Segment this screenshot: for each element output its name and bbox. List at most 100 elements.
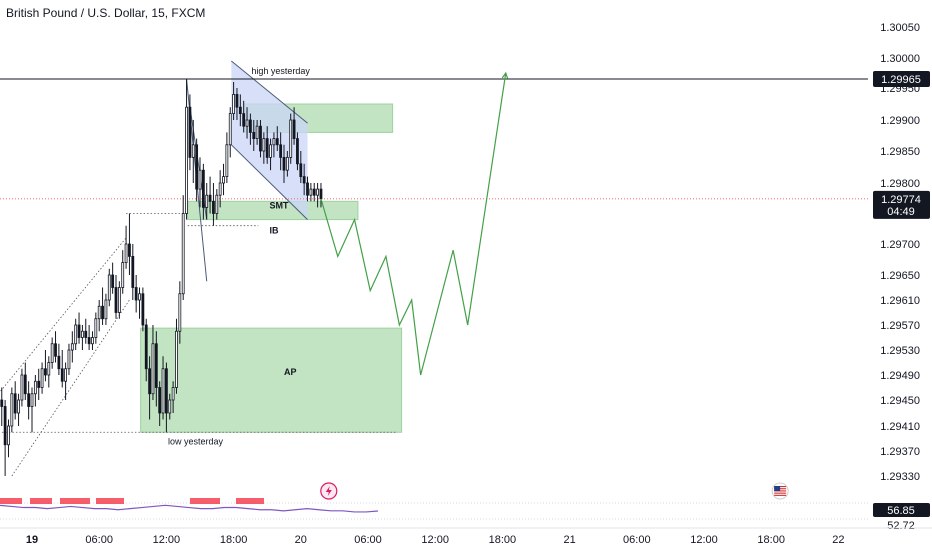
- candle-body[interactable]: [158, 387, 162, 414]
- candle-body[interactable]: [289, 119, 293, 158]
- candle-body[interactable]: [30, 393, 34, 407]
- candle-body[interactable]: [316, 188, 320, 196]
- candle-body[interactable]: [215, 194, 219, 214]
- candle-body[interactable]: [50, 343, 54, 363]
- candle-body[interactable]: [208, 194, 212, 202]
- candle-body[interactable]: [164, 368, 168, 414]
- projection-path[interactable]: [320, 72, 507, 376]
- candle-body[interactable]: [10, 393, 14, 427]
- candle-body[interactable]: [238, 106, 242, 114]
- candle-body[interactable]: [134, 287, 138, 301]
- candle-body[interactable]: [309, 188, 313, 196]
- candle-body[interactable]: [272, 138, 276, 146]
- candle-body[interactable]: [171, 387, 175, 401]
- candle-body[interactable]: [265, 138, 269, 158]
- candle-body[interactable]: [151, 343, 155, 395]
- candle-body[interactable]: [74, 324, 78, 345]
- candle-body[interactable]: [262, 138, 266, 152]
- candle-body[interactable]: [188, 106, 192, 158]
- candle-body[interactable]: [121, 262, 125, 288]
- candle-body[interactable]: [299, 163, 303, 178]
- candle-body[interactable]: [285, 156, 289, 171]
- candle-body[interactable]: [141, 293, 145, 326]
- candle-body[interactable]: [255, 125, 259, 139]
- candle-body[interactable]: [13, 393, 17, 414]
- candle-body[interactable]: [245, 119, 249, 127]
- candle-body[interactable]: [23, 374, 27, 395]
- candle-body[interactable]: [114, 287, 118, 313]
- candle-body[interactable]: [154, 343, 158, 388]
- candle-body[interactable]: [97, 305, 101, 320]
- candle-body[interactable]: [44, 368, 47, 376]
- descending-channel-upper-line[interactable]: [231, 60, 308, 124]
- oscillator-line[interactable]: [0, 504, 379, 513]
- candle-body[interactable]: [54, 343, 57, 357]
- candle-body[interactable]: [175, 330, 178, 388]
- candle-body[interactable]: [222, 176, 225, 184]
- candle-body[interactable]: [131, 255, 135, 288]
- candle-body[interactable]: [302, 176, 306, 184]
- candle-body[interactable]: [91, 337, 94, 345]
- candle-body[interactable]: [269, 144, 272, 158]
- candle-body[interactable]: [306, 182, 309, 196]
- candle-body[interactable]: [84, 330, 88, 338]
- candle-body[interactable]: [107, 274, 111, 301]
- candle-body[interactable]: [296, 138, 299, 165]
- candle-body[interactable]: [128, 243, 131, 257]
- candle-body[interactable]: [67, 349, 71, 370]
- candle-body[interactable]: [144, 324, 148, 370]
- candle-body[interactable]: [191, 144, 195, 158]
- candle-body[interactable]: [161, 368, 165, 414]
- candle-body[interactable]: [228, 113, 232, 146]
- candle-body[interactable]: [40, 368, 44, 388]
- candle-body[interactable]: [17, 399, 20, 414]
- candle-body[interactable]: [259, 125, 262, 152]
- candle-body[interactable]: [282, 156, 286, 171]
- candle-body[interactable]: [94, 318, 98, 338]
- candle-body[interactable]: [60, 368, 64, 382]
- ap-zone[interactable]: [140, 327, 403, 433]
- candle-body[interactable]: [81, 330, 84, 338]
- candle-body[interactable]: [33, 380, 37, 395]
- candle-body[interactable]: [319, 188, 323, 200]
- candle-body[interactable]: [252, 131, 256, 139]
- candle-body[interactable]: [212, 200, 215, 214]
- candle-body[interactable]: [0, 399, 4, 407]
- candle-body[interactable]: [104, 299, 108, 320]
- event-icons-layer[interactable]: [320, 482, 789, 500]
- candle-body[interactable]: [20, 374, 24, 401]
- descending-channel-fill[interactable]: [231, 61, 308, 220]
- candle-body[interactable]: [195, 144, 199, 190]
- candle-body[interactable]: [77, 324, 81, 338]
- candle-body[interactable]: [47, 362, 51, 376]
- candle-body[interactable]: [148, 368, 152, 395]
- candle-body[interactable]: [178, 293, 182, 332]
- candles-layer[interactable]: [0, 79, 323, 476]
- candle-body[interactable]: [218, 182, 222, 196]
- candle-body[interactable]: [225, 144, 229, 178]
- candle-body[interactable]: [248, 119, 252, 133]
- candle-body[interactable]: [64, 368, 67, 382]
- candle-body[interactable]: [198, 169, 202, 190]
- price-axis[interactable]: 1.300501.300001.299501.299001.298501.298…: [873, 22, 930, 532]
- candle-body[interactable]: [205, 194, 209, 208]
- candle-body[interactable]: [138, 293, 141, 301]
- candle-body[interactable]: [275, 138, 279, 146]
- candle-body[interactable]: [124, 243, 128, 264]
- candle-body[interactable]: [312, 188, 316, 196]
- candle-body[interactable]: [117, 287, 121, 313]
- ascending-channel-lower-line[interactable]: [11, 299, 130, 477]
- candle-body[interactable]: [242, 113, 246, 127]
- candle-body[interactable]: [27, 393, 31, 407]
- candle-body[interactable]: [7, 425, 10, 446]
- candle-body[interactable]: [279, 144, 283, 158]
- candle-body[interactable]: [57, 355, 61, 370]
- candle-body[interactable]: [87, 337, 91, 345]
- candle-body[interactable]: [201, 169, 205, 208]
- candle-body[interactable]: [168, 399, 172, 414]
- candle-body[interactable]: [232, 94, 236, 115]
- candle-body[interactable]: [181, 213, 185, 295]
- candle-body[interactable]: [185, 106, 188, 214]
